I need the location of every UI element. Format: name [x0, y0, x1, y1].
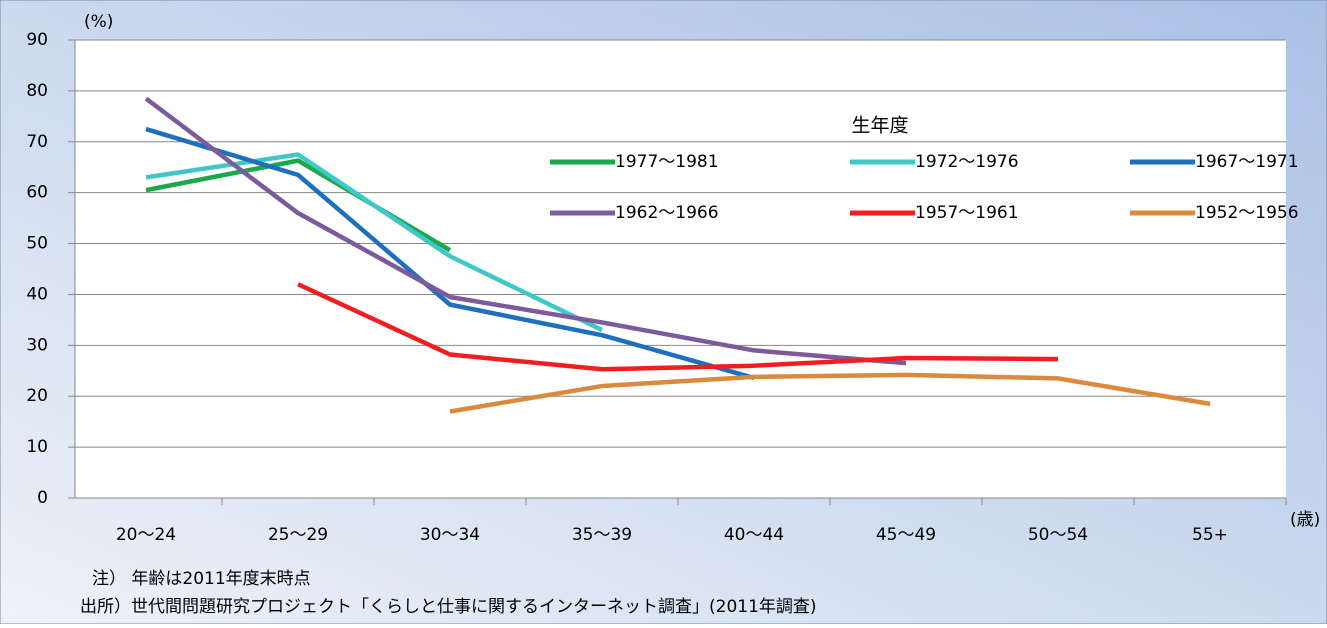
x-tick-label: 25〜29 — [268, 525, 328, 545]
x-tick-label: 20〜24 — [116, 525, 176, 545]
line-series — [145, 152, 603, 333]
x-tick-label: 35〜39 — [572, 525, 632, 545]
legend-label: 1977〜1981 — [615, 152, 719, 172]
x-tick-label: 50〜54 — [1028, 525, 1088, 545]
line-series — [145, 126, 755, 381]
y-tick-label: 30 — [26, 335, 48, 355]
y-tick-label: 0 — [37, 488, 48, 508]
note: 出所）世代間問題研究プロジェクト「くらしと仕事に関するインターネット調査」(20… — [80, 597, 817, 617]
y-tick-label: 80 — [26, 81, 48, 101]
plot-area — [75, 40, 1286, 498]
line-series — [449, 372, 1211, 414]
x-tick-label: 55+ — [1192, 525, 1228, 545]
legend-label: 1967〜1971 — [1195, 152, 1299, 172]
y-tick-label: 40 — [26, 284, 48, 304]
legend-label: 1952〜1956 — [1195, 203, 1299, 223]
x-axis-label: (歳) — [1290, 510, 1320, 530]
y-tick-label: 20 — [26, 386, 48, 406]
note: 注） 年齢は2011年度末時点 — [92, 569, 311, 589]
x-tick-label: 40〜44 — [724, 525, 784, 545]
x-tick-label: 45〜49 — [876, 525, 936, 545]
line-series — [144, 96, 907, 366]
y-tick-label: 70 — [26, 132, 48, 152]
legend-label: 1972〜1976 — [915, 152, 1019, 172]
legend-label: 1957〜1961 — [915, 203, 1019, 223]
y-tick-label: 50 — [26, 234, 48, 254]
y-tick-label: 90 — [26, 30, 48, 50]
y-axis-label: (%) — [84, 12, 113, 32]
y-tick-label: 10 — [26, 437, 48, 457]
line-series — [297, 282, 1059, 372]
legend-title: 生年度 — [851, 115, 908, 137]
legend-label: 1962〜1966 — [615, 203, 719, 223]
x-tick-label: 30〜34 — [420, 525, 480, 545]
y-tick-label: 60 — [26, 183, 48, 203]
